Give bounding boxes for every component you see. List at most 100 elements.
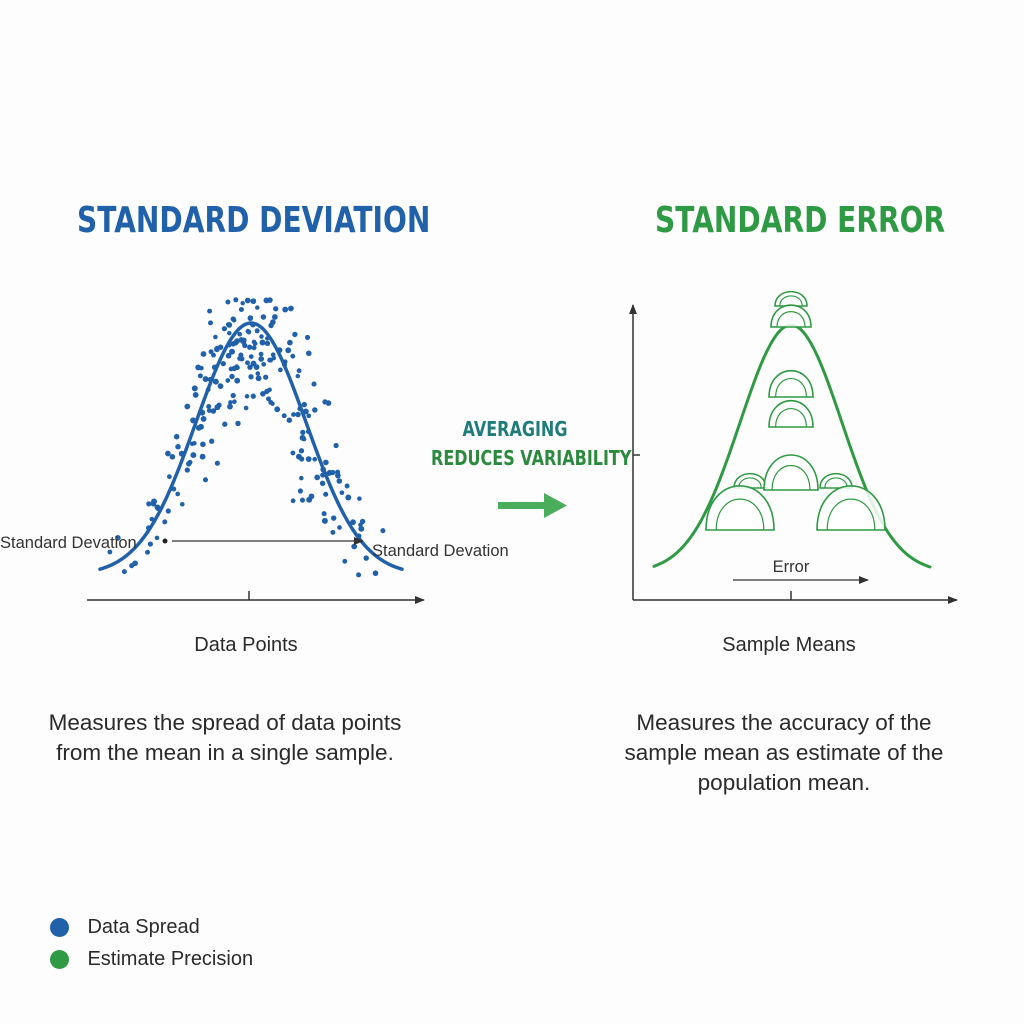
sd-description: Measures the spread of data points from … [48,710,402,765]
data-point [197,373,203,379]
data-point [330,529,336,535]
data-point [114,535,121,541]
data-point [227,330,232,336]
data-point [264,340,271,347]
data-point [230,392,236,399]
data-point [258,351,264,357]
data-point [250,298,257,305]
data-point [295,411,301,418]
data-point [248,354,254,359]
data-point [299,434,306,441]
data-point [226,322,233,328]
data-point [200,351,207,357]
data-point [359,518,366,525]
data-point [238,352,244,358]
data-point [208,320,213,326]
data-point [240,300,245,306]
data-point [301,401,307,408]
data-point [207,308,213,314]
data-point [162,519,168,525]
data-point [266,396,271,402]
data-point [175,491,181,497]
sample-mean-shape [768,400,814,428]
data-point [267,297,273,303]
data-point [339,490,345,496]
data-point [200,441,206,448]
data-point [295,373,301,379]
sample-means-group [705,291,886,531]
axis-title-sample-means: Sample Means [722,634,856,656]
standard-deviation-title: STANDARD DEVIATION [77,200,431,241]
data-point [234,364,239,369]
data-point [214,379,219,385]
data-point [260,391,266,397]
data-point [290,353,296,359]
data-point [270,401,275,406]
data-point [154,535,160,541]
data-point [146,501,152,507]
data-point [234,377,241,384]
data-point [225,378,231,383]
distribution-curve-right [652,323,932,569]
error-label: Error [773,558,810,576]
data-point [350,519,356,526]
se-description: Measures the accuracy of the sample mean… [624,710,944,795]
data-point [255,371,261,376]
data-point [251,345,257,351]
data-point [253,364,260,370]
data-point [296,368,302,374]
data-point [175,443,181,450]
data-point [202,477,209,483]
data-point [247,315,254,321]
data-point [192,391,199,398]
data-point [297,488,303,494]
averaging-label: AVERAGING [462,417,568,441]
data-point [300,429,306,436]
axis-title-data-points: Data Points [194,634,298,656]
data-point [273,306,279,312]
data-point [240,337,247,344]
data-point [147,541,153,547]
data-point [351,543,358,550]
data-point [206,408,212,413]
data-point [260,314,267,320]
data-point [228,400,233,405]
data-point [263,374,269,380]
data-point [208,349,214,355]
data-point [247,364,253,370]
data-point [202,376,209,383]
data-point [220,360,226,367]
data-point [209,438,215,444]
data-point [145,549,150,555]
data-point [225,352,232,359]
data-point [151,498,157,505]
sd-arrow-start-dot [162,538,168,544]
data-point [244,297,251,304]
data-point [358,525,365,532]
data-point [344,483,350,489]
data-point [179,501,185,507]
data-point [229,373,235,380]
data-point [238,306,244,313]
data-point [298,448,305,454]
data-point [189,441,195,447]
sample-mean-shape [819,473,853,489]
data-point [169,453,176,460]
data-point [286,417,293,423]
data-point [258,356,265,362]
data-point [233,297,239,303]
data-point [229,348,235,355]
data-point [245,328,251,334]
data-point [259,339,266,346]
data-point [210,408,217,414]
legend-label: Data Spread [87,916,200,938]
data-point [267,387,272,393]
transition-arrow [498,493,567,518]
data-point [356,572,362,578]
data-point [306,496,313,503]
data-point [274,406,281,413]
data-point [287,339,293,346]
data-point [254,328,260,334]
data-point [167,474,172,480]
